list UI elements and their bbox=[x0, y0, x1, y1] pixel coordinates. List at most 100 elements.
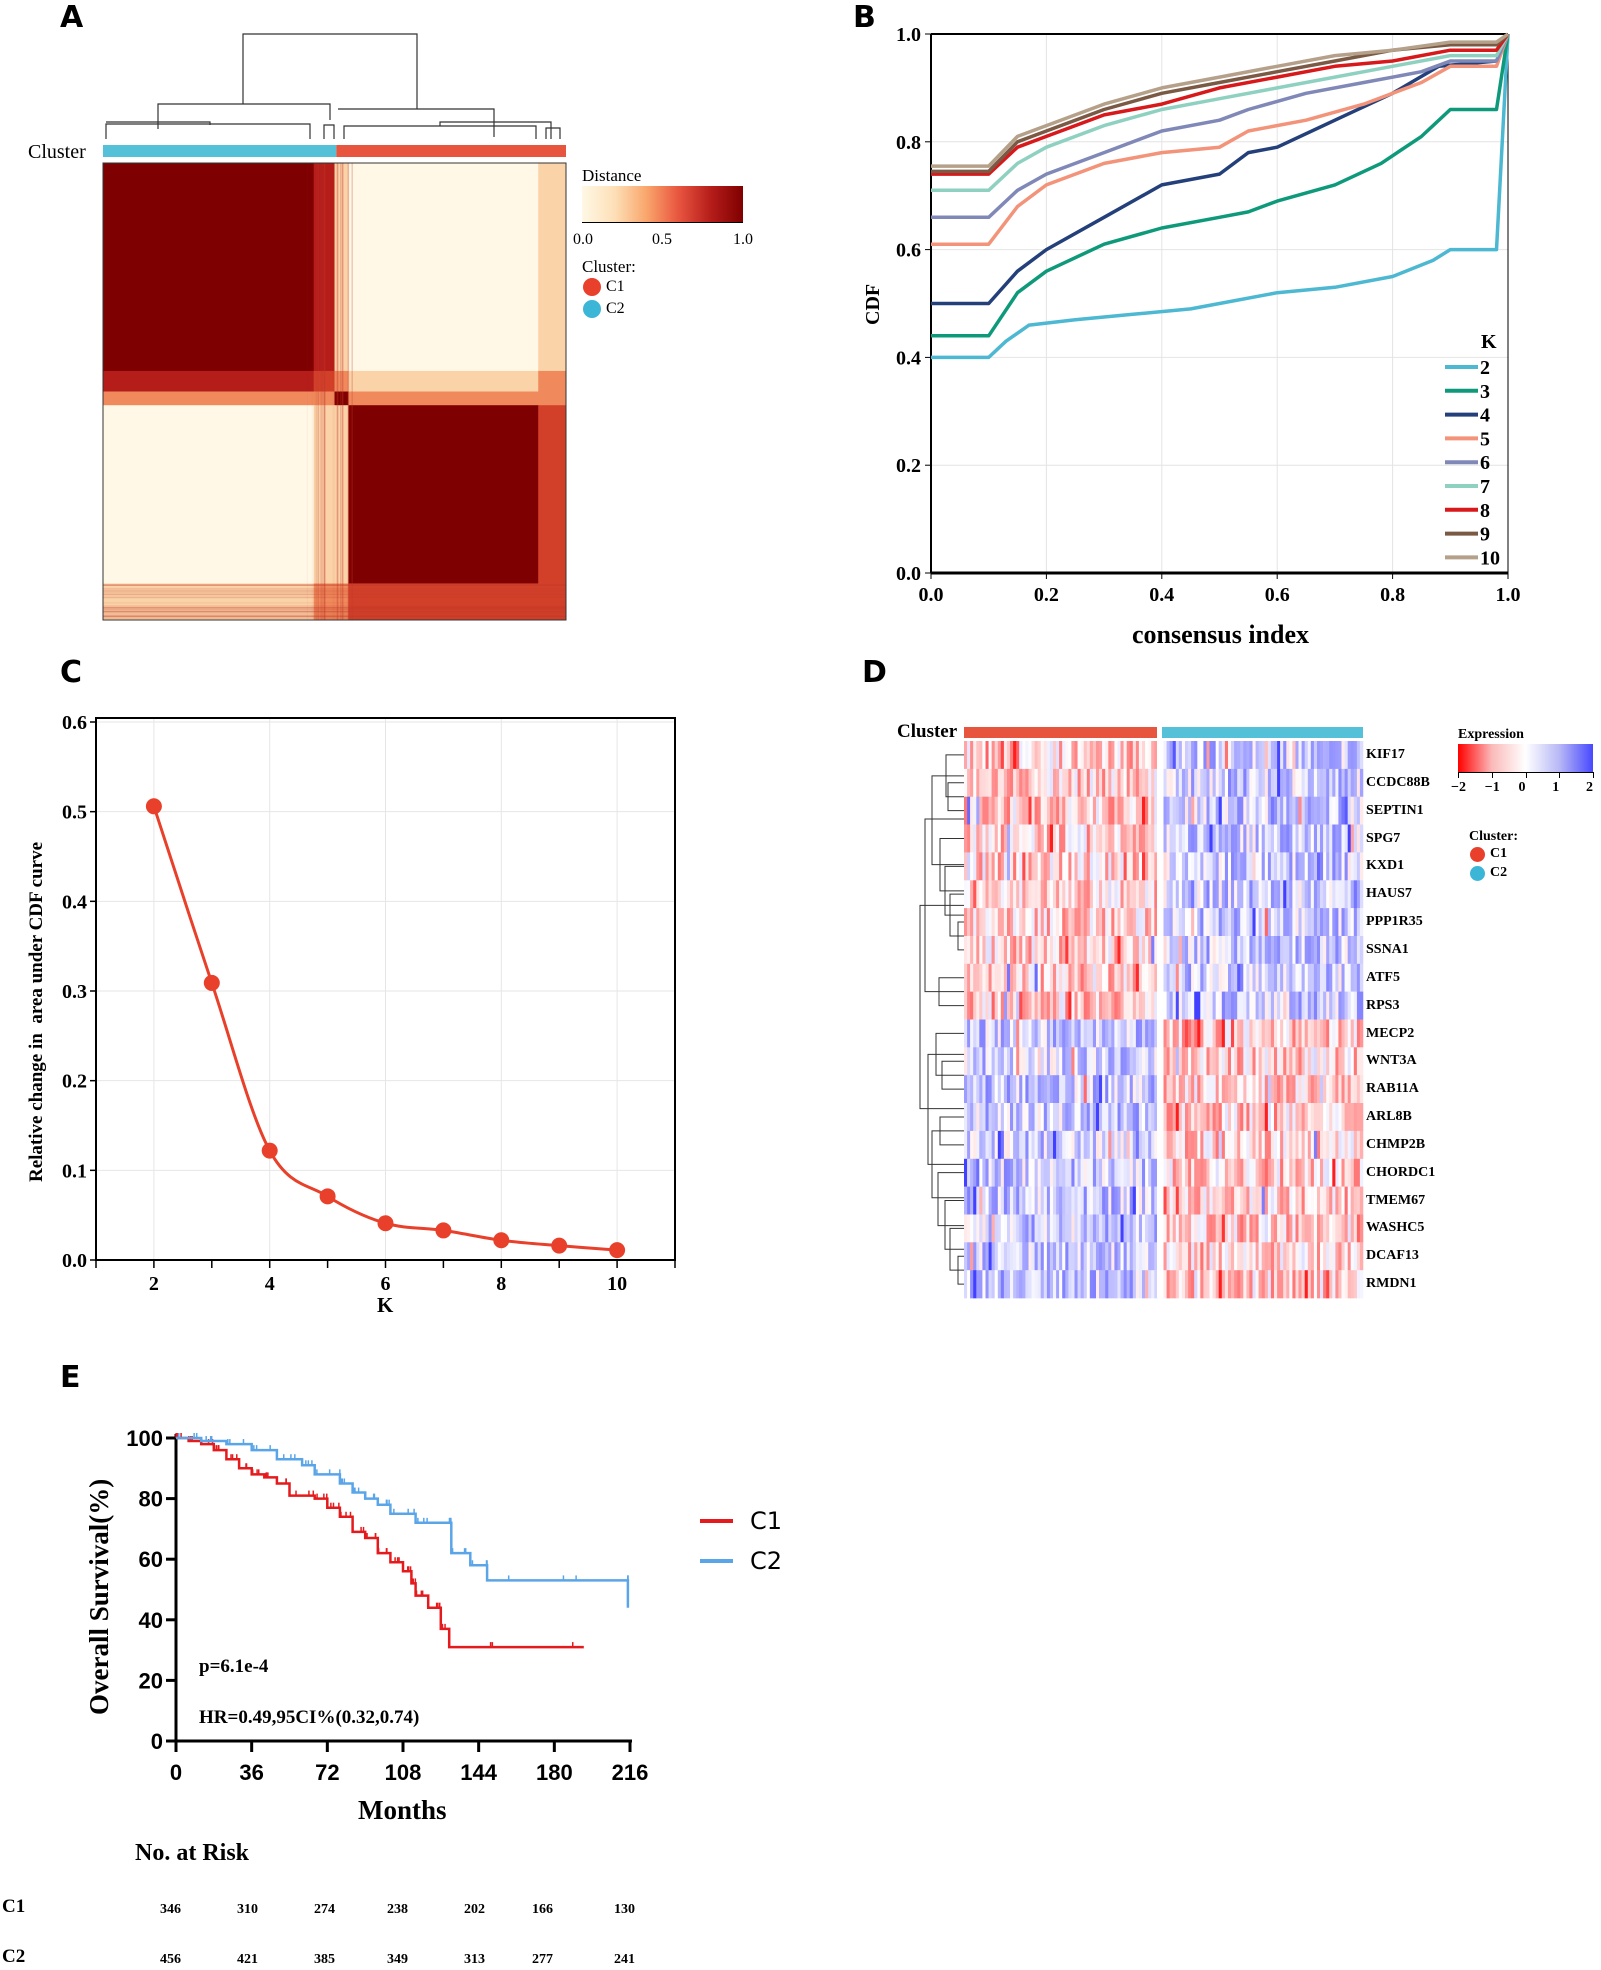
heatmap-cell bbox=[1286, 908, 1290, 937]
heatmap-cell bbox=[997, 1270, 1002, 1299]
heatmap-cell bbox=[1295, 824, 1299, 853]
heatmap-cell bbox=[1003, 908, 1008, 937]
heatmap-cell bbox=[1215, 1242, 1220, 1271]
heatmap-cell bbox=[1037, 1019, 1042, 1048]
heatmap-cell bbox=[1292, 824, 1296, 853]
heatmap-cell bbox=[1317, 1242, 1321, 1271]
heatmap-cell bbox=[1347, 1047, 1352, 1076]
heatmap-cell bbox=[991, 796, 995, 825]
heatmap-cell bbox=[1341, 908, 1345, 937]
heatmap-cell bbox=[1261, 1158, 1266, 1187]
heatmap-cell bbox=[1350, 824, 1355, 853]
heatmap-cell bbox=[1178, 1047, 1183, 1076]
heatmap-cell bbox=[1120, 963, 1124, 992]
heatmap-cell bbox=[1191, 1186, 1195, 1215]
heatmap-cell bbox=[1289, 963, 1293, 992]
heatmap-cell bbox=[1083, 1242, 1088, 1271]
heatmap-cell bbox=[1046, 1103, 1051, 1132]
heatmap-cell bbox=[1108, 1158, 1112, 1187]
heatmap-cell bbox=[1231, 1242, 1235, 1271]
heatmap-cell bbox=[1249, 1158, 1253, 1187]
heatmap-cell bbox=[1301, 908, 1305, 937]
heatmap-cell bbox=[1310, 824, 1315, 853]
heatmap-cell bbox=[1181, 768, 1186, 798]
heatmap-cell bbox=[964, 768, 968, 798]
heatmap-cell bbox=[1292, 1242, 1296, 1271]
cluster-bar-c1 bbox=[964, 727, 1157, 738]
heatmap-cell bbox=[1320, 908, 1324, 937]
heatmap-cell bbox=[1188, 908, 1192, 937]
heatmap-cell bbox=[1151, 1242, 1155, 1271]
cdf-line-k3 bbox=[931, 33, 1510, 338]
heatmap-cell bbox=[1105, 880, 1109, 909]
heatmap-cell bbox=[1059, 1186, 1063, 1215]
heatmap-cell bbox=[1212, 1130, 1216, 1160]
heatmap-cell bbox=[1086, 908, 1091, 937]
heatmap-cell bbox=[1065, 1214, 1069, 1243]
heatmap-cell bbox=[1212, 1075, 1216, 1104]
heatmap-cell bbox=[1062, 1103, 1066, 1132]
heatmap-cell bbox=[967, 1270, 971, 1299]
heatmap-cell bbox=[1132, 963, 1137, 992]
heatmap-cell bbox=[1148, 1158, 1152, 1187]
heatmap-cell bbox=[1000, 852, 1005, 881]
heatmap-cell bbox=[1221, 1270, 1226, 1299]
heatmap-cell bbox=[1074, 1047, 1078, 1076]
heatmap-cell bbox=[1221, 991, 1226, 1020]
heatmap-cell bbox=[1003, 936, 1008, 965]
heatmap-cell bbox=[1059, 1214, 1063, 1243]
heatmap-cell bbox=[1246, 824, 1250, 853]
heatmap-stripe bbox=[103, 610, 566, 613]
x-tick-label: 0.6 bbox=[1265, 584, 1290, 606]
heatmap-cell bbox=[1191, 1103, 1195, 1132]
heatmap-cell bbox=[1194, 1019, 1198, 1048]
heatmap-cell bbox=[1277, 1047, 1281, 1076]
heatmap-cell bbox=[1117, 1186, 1121, 1215]
heatmap-cell bbox=[1237, 880, 1241, 909]
heatmap-block bbox=[313, 163, 335, 372]
heatmap-cell bbox=[1010, 1019, 1014, 1048]
heatmap-cell bbox=[1034, 824, 1038, 853]
heatmap-cell bbox=[1071, 824, 1075, 853]
heatmap-cell bbox=[1007, 908, 1011, 937]
c2-legend-label-d: C2 bbox=[1490, 865, 1508, 880]
heatmap-cell bbox=[1240, 1186, 1244, 1215]
heatmap-cell bbox=[1092, 1019, 1097, 1048]
heatmap-cell bbox=[1292, 963, 1296, 992]
heatmap-cell bbox=[1304, 1242, 1309, 1271]
heatmap-cell bbox=[1218, 824, 1223, 853]
heatmap-cell bbox=[1028, 1186, 1032, 1215]
heatmap-cell bbox=[1126, 963, 1131, 992]
heatmap-cell bbox=[1212, 1047, 1216, 1076]
heatmap-cell bbox=[1120, 1242, 1124, 1271]
heatmap-cell bbox=[1274, 1103, 1278, 1132]
heatmap-cell bbox=[1313, 852, 1318, 881]
heatmap-cell bbox=[1034, 880, 1038, 909]
heatmap-cell bbox=[1203, 1242, 1207, 1271]
heatmap-cell bbox=[1111, 824, 1115, 853]
heatmap-cell bbox=[1010, 908, 1014, 937]
heatmap-cell bbox=[1102, 1158, 1106, 1187]
heatmap-cell bbox=[1301, 741, 1305, 770]
heatmap-cell bbox=[1277, 852, 1281, 881]
heatmap-cell bbox=[1031, 880, 1035, 909]
heatmap-cell bbox=[1111, 1270, 1115, 1299]
heatmap-cell bbox=[1277, 824, 1281, 853]
heatmap-cell bbox=[1231, 1130, 1235, 1160]
heatmap-cell bbox=[1264, 1270, 1269, 1299]
heatmap-cell bbox=[1099, 1103, 1103, 1132]
heatmap-cell bbox=[1089, 1103, 1094, 1132]
heatmap-cell bbox=[1191, 796, 1195, 825]
heatmap-cell bbox=[1126, 852, 1131, 881]
heatmap-cell bbox=[1307, 991, 1312, 1020]
heatmap-cell bbox=[1264, 1103, 1269, 1132]
heatmap-cell bbox=[1246, 1270, 1250, 1299]
heatmap-stripe bbox=[103, 611, 566, 613]
heatmap-cell bbox=[1028, 1103, 1032, 1132]
heatmap-block bbox=[348, 583, 539, 621]
heatmap-cell bbox=[1243, 741, 1247, 770]
heatmap-cell bbox=[1105, 1103, 1109, 1132]
heatmap-cell bbox=[973, 908, 977, 937]
heatmap-cell bbox=[1120, 1047, 1124, 1076]
heatmap-cell bbox=[1102, 852, 1106, 881]
